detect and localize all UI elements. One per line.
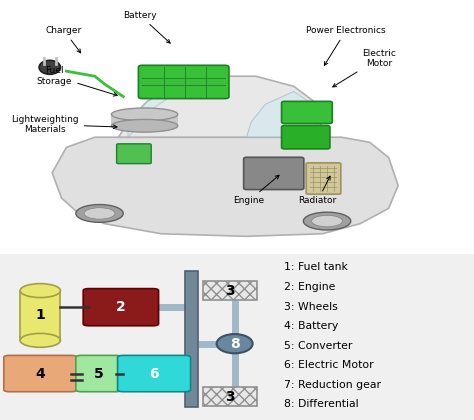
Text: 8: 8 [230, 337, 239, 351]
Text: Radiator: Radiator [299, 176, 337, 205]
Text: 4: 4 [36, 367, 45, 381]
Polygon shape [118, 76, 322, 137]
Text: 5: Converter: 5: Converter [284, 341, 353, 351]
Text: 2: 2 [116, 300, 126, 314]
Ellipse shape [217, 334, 253, 353]
Ellipse shape [311, 215, 342, 227]
FancyBboxPatch shape [83, 289, 158, 326]
FancyBboxPatch shape [282, 126, 330, 149]
Ellipse shape [39, 60, 61, 74]
FancyBboxPatch shape [306, 163, 341, 194]
Text: 1: Fuel tank: 1: Fuel tank [284, 262, 348, 273]
Text: Electric
Motor: Electric Motor [333, 49, 396, 87]
FancyBboxPatch shape [118, 355, 191, 392]
Text: Battery: Battery [123, 11, 170, 43]
FancyBboxPatch shape [138, 65, 229, 99]
Text: 6: 6 [149, 367, 159, 381]
FancyBboxPatch shape [244, 157, 304, 189]
Text: Engine: Engine [233, 175, 279, 205]
Bar [111, 114, 178, 126]
FancyBboxPatch shape [282, 101, 332, 123]
Text: 6: Electric Motor: 6: Electric Motor [284, 360, 374, 370]
Ellipse shape [84, 208, 115, 219]
Text: 5: 5 [94, 367, 103, 381]
Text: 3: Wheels: 3: Wheels [284, 302, 338, 312]
Text: Power Electronics: Power Electronics [306, 26, 386, 66]
FancyBboxPatch shape [76, 355, 121, 392]
FancyBboxPatch shape [202, 387, 257, 406]
Text: 1: 1 [36, 308, 45, 323]
Bar [20, 291, 61, 340]
Text: Lightweighting
Materials: Lightweighting Materials [11, 115, 117, 134]
Text: 3: 3 [225, 390, 235, 404]
Ellipse shape [76, 205, 123, 222]
Polygon shape [52, 137, 398, 236]
Text: 7: Reduction gear: 7: Reduction gear [284, 380, 382, 390]
Ellipse shape [111, 119, 178, 132]
Ellipse shape [303, 212, 351, 230]
Ellipse shape [111, 108, 178, 121]
FancyBboxPatch shape [4, 355, 77, 392]
Text: Fuel
Storage: Fuel Storage [37, 66, 117, 96]
Polygon shape [128, 89, 171, 137]
Ellipse shape [20, 284, 61, 297]
FancyBboxPatch shape [202, 281, 257, 300]
Text: 2: Engine: 2: Engine [284, 282, 336, 292]
Text: 3: 3 [225, 284, 235, 298]
Text: 4: Battery: 4: Battery [284, 321, 338, 331]
Polygon shape [246, 92, 318, 137]
Ellipse shape [20, 333, 61, 347]
FancyBboxPatch shape [117, 144, 151, 164]
Bar [185, 271, 198, 407]
Text: Charger: Charger [46, 26, 82, 53]
Text: 8: Differential: 8: Differential [284, 399, 359, 409]
